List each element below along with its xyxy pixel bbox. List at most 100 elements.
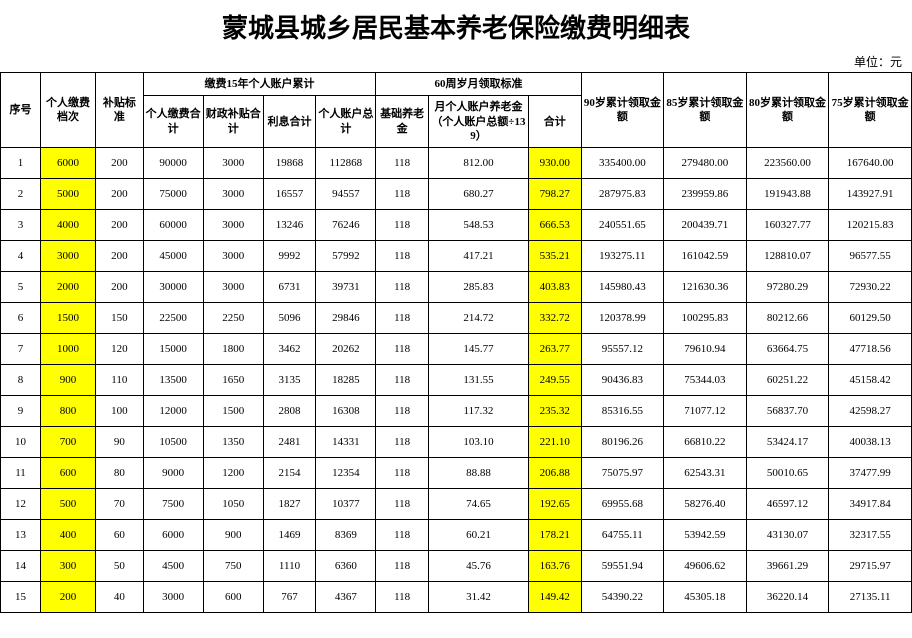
cell-g60m: 145.77 [428, 334, 528, 365]
cell-g15i: 1110 [263, 551, 316, 582]
cell-s90: 80196.26 [581, 427, 664, 458]
cell-s90: 335400.00 [581, 148, 664, 179]
cell-s75: 37477.99 [829, 458, 912, 489]
cell-g60t: 163.76 [529, 551, 582, 582]
cell-g15i: 9992 [263, 241, 316, 272]
th-s90: 90岁累计领取金额 [581, 73, 664, 148]
cell-subsidy: 110 [96, 365, 144, 396]
cell-g15i: 767 [263, 582, 316, 613]
cell-s85: 66810.22 [664, 427, 747, 458]
cell-s85: 53942.59 [664, 520, 747, 551]
page-title: 蒙城县城乡居民基本养老保险缴费明细表 [0, 0, 912, 53]
cell-g60t: 403.83 [529, 272, 582, 303]
cell-g15t: 112868 [316, 148, 376, 179]
cell-g60t: 798.27 [529, 179, 582, 210]
cell-subsidy: 200 [96, 148, 144, 179]
cell-s85: 62543.31 [664, 458, 747, 489]
cell-g15f: 1350 [203, 427, 263, 458]
cell-g60b: 118 [376, 303, 429, 334]
cell-s80: 43130.07 [746, 520, 829, 551]
table-row: 250002007500030001655794557118680.27798.… [1, 179, 912, 210]
cell-seq: 2 [1, 179, 41, 210]
table-row: 12500707500105018271037711874.65192.6569… [1, 489, 912, 520]
cell-g15i: 5096 [263, 303, 316, 334]
cell-subsidy: 200 [96, 210, 144, 241]
th-g15p: 个人缴费合计 [143, 96, 203, 148]
cell-g60b: 118 [376, 489, 429, 520]
cell-g15i: 19868 [263, 148, 316, 179]
cell-s80: 36220.14 [746, 582, 829, 613]
cell-g60m: 131.55 [428, 365, 528, 396]
cell-g15t: 8369 [316, 520, 376, 551]
cell-g60t: 206.88 [529, 458, 582, 489]
cell-g15f: 3000 [203, 272, 263, 303]
th-subsidy: 补贴标准 [96, 73, 144, 148]
cell-g15f: 1800 [203, 334, 263, 365]
cell-g60t: 332.72 [529, 303, 582, 334]
cell-s75: 47718.56 [829, 334, 912, 365]
cell-seq: 11 [1, 458, 41, 489]
cell-g15p: 75000 [143, 179, 203, 210]
cell-g15t: 6360 [316, 551, 376, 582]
th-g60m: 月个人账户养老金（个人账户总额÷139） [428, 96, 528, 148]
cell-g60t: 221.10 [529, 427, 582, 458]
cell-s75: 120215.83 [829, 210, 912, 241]
cell-subsidy: 200 [96, 272, 144, 303]
table-row: 52000200300003000673139731118285.83403.8… [1, 272, 912, 303]
cell-g15f: 1050 [203, 489, 263, 520]
cell-s85: 200439.71 [664, 210, 747, 241]
cell-g60b: 118 [376, 582, 429, 613]
cell-s80: 46597.12 [746, 489, 829, 520]
cell-g15i: 16557 [263, 179, 316, 210]
table-row: 61500150225002250509629846118214.72332.7… [1, 303, 912, 334]
cell-s85: 100295.83 [664, 303, 747, 334]
cell-s80: 39661.29 [746, 551, 829, 582]
table-row: 43000200450003000999257992118417.21535.2… [1, 241, 912, 272]
cell-s75: 60129.50 [829, 303, 912, 334]
cell-g60m: 285.83 [428, 272, 528, 303]
cell-s90: 75075.97 [581, 458, 664, 489]
cell-g15p: 3000 [143, 582, 203, 613]
cell-s75: 42598.27 [829, 396, 912, 427]
cell-s85: 75344.03 [664, 365, 747, 396]
cell-s90: 69955.68 [581, 489, 664, 520]
cell-g60b: 118 [376, 210, 429, 241]
cell-g15t: 4367 [316, 582, 376, 613]
cell-g15f: 1500 [203, 396, 263, 427]
cell-s80: 53424.17 [746, 427, 829, 458]
cell-seq: 3 [1, 210, 41, 241]
cell-g15t: 29846 [316, 303, 376, 334]
cell-seq: 10 [1, 427, 41, 458]
cell-g15p: 22500 [143, 303, 203, 334]
cell-s75: 40038.13 [829, 427, 912, 458]
cell-s90: 85316.55 [581, 396, 664, 427]
cell-s90: 59551.94 [581, 551, 664, 582]
table-row: 8900110135001650313518285118131.55249.55… [1, 365, 912, 396]
th-level: 个人缴费档次 [41, 73, 96, 148]
th-group60: 60周岁月领取标准 [376, 73, 581, 96]
table-row: 11600809000120021541235411888.88206.8875… [1, 458, 912, 489]
table-row: 1070090105001350248114331118103.10221.10… [1, 427, 912, 458]
cell-s85: 71077.12 [664, 396, 747, 427]
th-g15t: 个人账户总计 [316, 96, 376, 148]
cell-g15p: 60000 [143, 210, 203, 241]
cell-g15p: 45000 [143, 241, 203, 272]
cell-g15i: 2481 [263, 427, 316, 458]
cell-s80: 60251.22 [746, 365, 829, 396]
cell-subsidy: 90 [96, 427, 144, 458]
cell-g60b: 118 [376, 148, 429, 179]
cell-level: 5000 [41, 179, 96, 210]
cell-s90: 145980.43 [581, 272, 664, 303]
cell-subsidy: 70 [96, 489, 144, 520]
cell-level: 400 [41, 520, 96, 551]
cell-s75: 96577.55 [829, 241, 912, 272]
cell-g15f: 3000 [203, 210, 263, 241]
cell-s80: 160327.77 [746, 210, 829, 241]
cell-g60t: 666.53 [529, 210, 582, 241]
cell-s75: 167640.00 [829, 148, 912, 179]
cell-g15f: 3000 [203, 148, 263, 179]
th-g15f: 财政补贴合计 [203, 96, 263, 148]
cell-g60m: 45.76 [428, 551, 528, 582]
cell-g15f: 1200 [203, 458, 263, 489]
table-row: 9800100120001500280816308118117.32235.32… [1, 396, 912, 427]
